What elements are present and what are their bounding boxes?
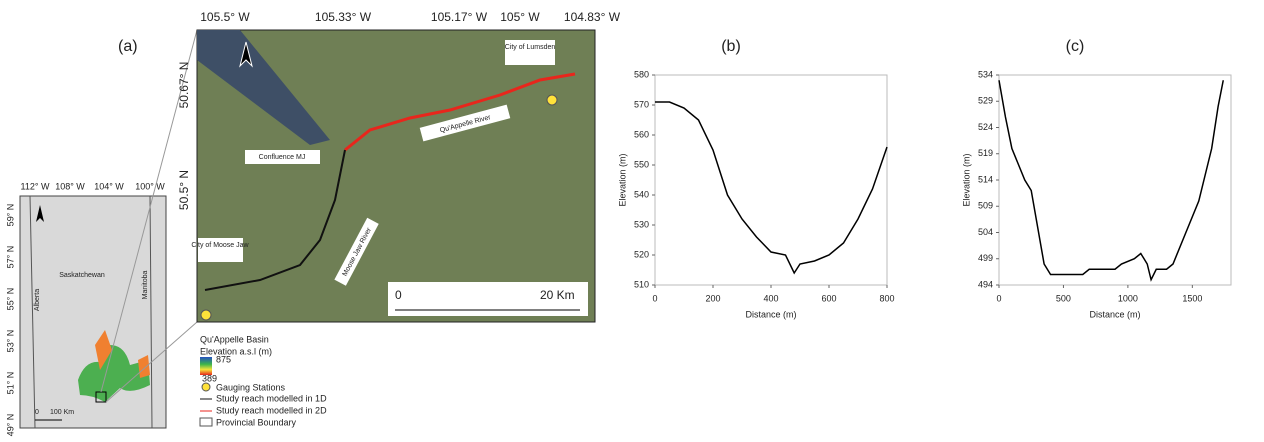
panel-label: (a) xyxy=(118,38,138,55)
legend-value: 389 xyxy=(202,373,217,383)
lat-tick: 59° N xyxy=(5,204,15,227)
y-tick-label: 560 xyxy=(634,129,649,139)
x-tick-label: 200 xyxy=(705,293,720,303)
plot-frame xyxy=(654,74,888,286)
label-box xyxy=(245,150,320,164)
lon-tick: 105.17° W xyxy=(431,10,488,24)
y-tick-label: 550 xyxy=(634,159,649,169)
x-axis-label: Distance (m) xyxy=(1089,309,1140,319)
scale-label: 20 Km xyxy=(540,288,575,302)
x-tick-label: 0 xyxy=(996,293,1001,303)
reach-2d xyxy=(344,72,576,152)
y-tick-label: 524 xyxy=(978,122,993,132)
y-tick-label: 580 xyxy=(634,69,649,79)
lake xyxy=(197,30,330,145)
legend-entry: Study reach modelled in 1D xyxy=(216,393,327,403)
y-tick-label: 499 xyxy=(978,253,993,263)
scale-label: 0 xyxy=(395,288,402,302)
legend: Qu'Appelle Basin Elevation a.s.l (m) 875… xyxy=(199,334,327,427)
reach-1d xyxy=(204,149,346,291)
lat-tick: 53° N xyxy=(5,330,15,353)
y-tick-label: 510 xyxy=(634,279,649,289)
main-map: 0 20 Km City of Lumsden Qu'Appelle River… xyxy=(177,10,621,323)
y-tick-label: 529 xyxy=(978,96,993,106)
label-box xyxy=(198,238,243,262)
y-tick-label: 494 xyxy=(978,279,993,289)
x-tick-label: 0 xyxy=(652,293,657,303)
province-label: Saskatchewan xyxy=(59,272,105,279)
gauging-station xyxy=(546,94,558,106)
x-tick-label: 600 xyxy=(821,293,836,303)
lon-tick: 108° W xyxy=(55,181,85,191)
lon-tick: 105° W xyxy=(500,10,540,24)
province-boundary xyxy=(29,195,153,429)
lon-tick: 104° W xyxy=(94,181,124,191)
y-axis-label: Elevation (m) xyxy=(617,153,627,206)
legend-subtitle: Elevation a.s.l (m) xyxy=(200,346,272,356)
inset-map: 0 100 Km Alberta Saskatchewan Manitoba 1… xyxy=(5,181,167,437)
y-tick-label: 519 xyxy=(978,148,993,158)
x-tick-label: 500 xyxy=(1056,293,1071,303)
chart-label: (b) xyxy=(721,38,741,55)
colorbar xyxy=(200,357,212,375)
plot-frame xyxy=(998,74,1232,286)
profile-line xyxy=(998,80,1225,282)
x-tick-label: 800 xyxy=(879,293,894,303)
lon-tick: 100° W xyxy=(135,181,165,191)
north-arrow xyxy=(36,205,44,222)
x-tick-label: 1000 xyxy=(1118,293,1138,303)
province-label: Alberta xyxy=(34,289,41,311)
y-tick-label: 514 xyxy=(978,174,993,184)
north-arrow xyxy=(239,41,253,68)
y-axis-label: Elevation (m) xyxy=(961,153,971,206)
basin xyxy=(78,345,150,402)
scale-label: 0 xyxy=(35,409,39,416)
label-box xyxy=(334,217,379,286)
lat-tick: 50.67° N xyxy=(177,62,191,109)
legend-entry: Provincial Boundary xyxy=(216,417,297,427)
legend-swatch xyxy=(199,417,213,427)
lat-tick: 50.5° N xyxy=(177,170,191,210)
legend-entry: Study reach modelled in 2D xyxy=(216,405,327,415)
lon-tick: 105.33° W xyxy=(315,10,372,24)
y-tick-label: 509 xyxy=(978,201,993,211)
lat-tick: 55° N xyxy=(5,288,15,311)
y-tick-label: 540 xyxy=(634,189,649,199)
zoom-line xyxy=(100,29,198,403)
lon-tick: 112° W xyxy=(21,181,50,191)
lon-tick: 105.5° W xyxy=(200,10,250,24)
y-tick-label: 534 xyxy=(978,69,993,79)
label-box xyxy=(505,40,555,65)
x-tick-label: 400 xyxy=(763,293,778,303)
place-label: City of Lumsden xyxy=(505,44,556,51)
lat-tick: 57° N xyxy=(5,246,15,269)
province-label: Manitoba xyxy=(142,270,149,299)
profile-line xyxy=(655,101,888,275)
gauging-station xyxy=(200,309,212,321)
legend-entry: Gauging Stations xyxy=(216,382,286,392)
legend-value: 875 xyxy=(216,354,231,364)
y-tick-label: 530 xyxy=(634,219,649,229)
x-tick-label: 1500 xyxy=(1182,293,1202,303)
x-axis-label: Distance (m) xyxy=(745,309,796,319)
place-label: Confluence MJ xyxy=(259,154,306,161)
place-label: City of Moose Jaw xyxy=(191,242,249,249)
basin-high xyxy=(95,330,150,378)
scale-label: 100 Km xyxy=(50,409,74,416)
y-tick-label: 570 xyxy=(634,99,649,109)
legend-title: Qu'Appelle Basin xyxy=(200,334,269,344)
lat-tick: 51° N xyxy=(5,372,15,395)
y-tick-label: 504 xyxy=(978,227,993,237)
lat-tick: 49° N xyxy=(5,414,15,437)
legend-swatch xyxy=(201,382,211,392)
lon-tick: 104.83° W xyxy=(564,10,621,24)
y-tick-label: 520 xyxy=(634,249,649,259)
chart-label: (c) xyxy=(1066,38,1085,55)
label-box xyxy=(419,104,511,142)
